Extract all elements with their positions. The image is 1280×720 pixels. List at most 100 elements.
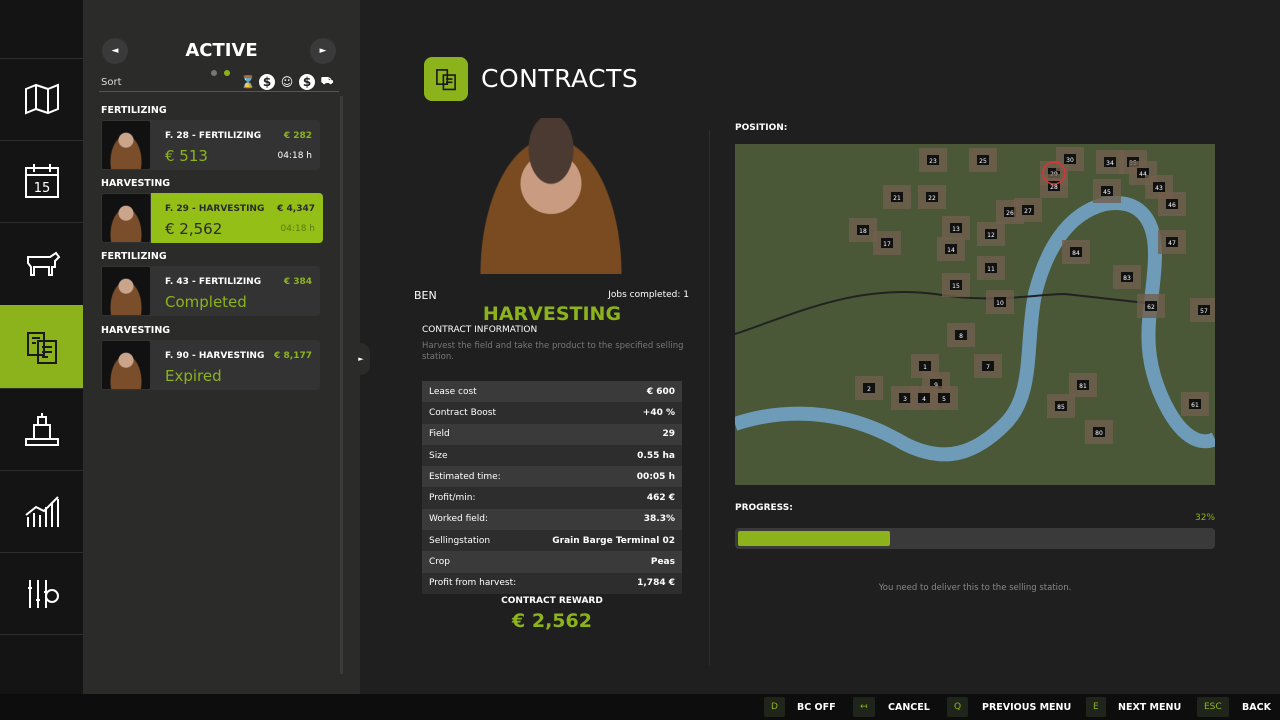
contracts-header-icon [424, 57, 468, 101]
field-number: 11 [987, 266, 995, 273]
dollar-icon[interactable]: $ [299, 74, 315, 90]
main-nav: 15 [0, 0, 89, 694]
nav-map[interactable] [0, 58, 83, 139]
page-dot[interactable] [211, 70, 217, 76]
field-marker[interactable]: 11 [977, 256, 1005, 280]
calendar-day: 15 [33, 181, 50, 196]
category-label: FERTILIZING [101, 105, 167, 116]
info-value: 29 [662, 429, 675, 440]
contract-name: F. 90 - HARVESTING [165, 351, 265, 361]
person-icon[interactable]: ☺ [280, 75, 294, 89]
field-marker[interactable]: 14 [937, 237, 965, 261]
footer-action-button[interactable]: PREVIOUS MENU [982, 702, 1072, 713]
contract-card[interactable]: F. 28 - FERTILIZING € 282 € 513 04:18 h [101, 120, 320, 170]
divider [99, 91, 339, 92]
field-marker[interactable]: 81 [1069, 373, 1097, 397]
npc-name: BEN [414, 289, 437, 302]
field-number: 4 [922, 396, 926, 403]
field-marker[interactable]: 12 [977, 222, 1005, 246]
category-label: HARVESTING [101, 325, 171, 336]
contract-card[interactable]: F. 43 - FERTILIZING € 384 Completed [101, 266, 320, 316]
footer-bar: D BC OFF ↤ CANCEL Q PREVIOUS MENU E NEXT MENU ES… [0, 694, 1280, 720]
info-value: 00:05 h [636, 471, 675, 482]
field-map[interactable]: 2325293034352844454322212627461817131214… [735, 144, 1215, 485]
field-marker[interactable]: 10 [986, 290, 1014, 314]
footer-action-button[interactable]: BACK [1242, 702, 1271, 713]
field-marker[interactable]: 5 [930, 386, 958, 410]
field-marker[interactable]: 2 [855, 376, 883, 400]
field-marker[interactable]: 80 [1085, 420, 1113, 444]
page-dot-active[interactable] [224, 70, 230, 76]
collapse-panel-button[interactable]: ► [352, 343, 370, 375]
field-marker[interactable]: 13 [942, 216, 970, 240]
field-number: 46 [1168, 202, 1176, 209]
field-marker[interactable]: 61 [1181, 392, 1209, 416]
field-marker[interactable]: 8 [947, 323, 975, 347]
tractor-icon[interactable]: ⛟ [320, 76, 334, 87]
field-marker[interactable]: 25 [969, 148, 997, 172]
field-marker[interactable]: 46 [1158, 192, 1186, 216]
nav-settings[interactable] [0, 552, 83, 635]
nav-contracts[interactable] [0, 305, 89, 388]
price-gear-icon[interactable]: $ [259, 74, 275, 90]
category-label: FERTILIZING [101, 251, 167, 262]
footer-action-button[interactable]: BC OFF [797, 702, 836, 713]
field-marker[interactable]: 17 [873, 231, 901, 255]
contract-reward-label: CONTRACT REWARD [501, 596, 603, 606]
contract-card[interactable]: F. 90 - HARVESTING € 8,177 Expired [101, 340, 320, 390]
field-marker[interactable]: 62 [1137, 294, 1165, 318]
contracts-icon [26, 331, 57, 364]
key-hint: E [1086, 697, 1106, 717]
field-marker[interactable]: 83 [1113, 265, 1141, 289]
contract-reward: € 513 [165, 147, 208, 165]
field-marker[interactable]: 18 [849, 218, 877, 242]
field-number: 34 [1106, 160, 1114, 167]
contract-type: HARVESTING [482, 303, 622, 325]
contract-card[interactable]: F. 29 - HARVESTING € 4,347 € 2,562 04:18… [101, 193, 323, 243]
npc-avatar [102, 267, 150, 315]
field-number: 80 [1095, 430, 1103, 437]
contract-time: 04:18 h [277, 151, 312, 161]
footer-action-button[interactable]: CANCEL [888, 702, 930, 713]
nav-calendar[interactable]: 15 [0, 140, 83, 221]
key-hint: ESC [1197, 697, 1229, 717]
settings-icon [27, 579, 59, 608]
field-marker[interactable]: 30 [1056, 147, 1084, 171]
field-number: 9 [934, 382, 938, 389]
sort-label: Sort [101, 77, 122, 88]
field-marker[interactable]: 47 [1158, 230, 1186, 254]
field-marker[interactable]: 45 [1093, 179, 1121, 203]
field-number: 83 [1123, 275, 1131, 282]
field-marker[interactable]: 21 [883, 185, 911, 209]
prev-page-button[interactable]: ◄ [102, 38, 128, 64]
contract-price: € 384 [283, 277, 312, 287]
info-value: Grain Barge Terminal 02 [552, 535, 675, 546]
info-key: Crop [429, 557, 451, 568]
field-marker[interactable]: 85 [1047, 394, 1075, 418]
contract-price: € 8,177 [274, 351, 312, 361]
info-value: +40 % [642, 407, 675, 418]
nav-animals[interactable] [0, 222, 83, 303]
field-marker[interactable]: 84 [1062, 240, 1090, 264]
field-number: 14 [947, 247, 955, 254]
field-number: 43 [1155, 185, 1163, 192]
contract-price: € 282 [283, 131, 312, 141]
field-marker[interactable]: 7 [974, 354, 1002, 378]
footer-action-button[interactable]: NEXT MENU [1118, 702, 1182, 713]
info-row: Estimated time: 00:05 h [422, 466, 682, 488]
contract-reward: Completed [165, 293, 247, 311]
nav-production[interactable] [0, 388, 83, 469]
progress-percent: 32% [1195, 513, 1216, 523]
field-number: 23 [929, 158, 937, 165]
contract-price: € 4,347 [277, 204, 315, 214]
next-page-button[interactable]: ► [310, 38, 336, 64]
field-marker[interactable]: 57 [1190, 298, 1215, 322]
hourglass-icon[interactable]: ⌛ [240, 75, 256, 89]
field-marker[interactable]: 15 [942, 273, 970, 297]
field-marker[interactable]: 27 [1014, 198, 1042, 222]
scrollbar[interactable] [340, 96, 343, 674]
statistics-icon [24, 496, 59, 527]
field-marker[interactable]: 23 [919, 148, 947, 172]
field-marker[interactable]: 22 [918, 185, 946, 209]
nav-statistics[interactable] [0, 470, 83, 551]
